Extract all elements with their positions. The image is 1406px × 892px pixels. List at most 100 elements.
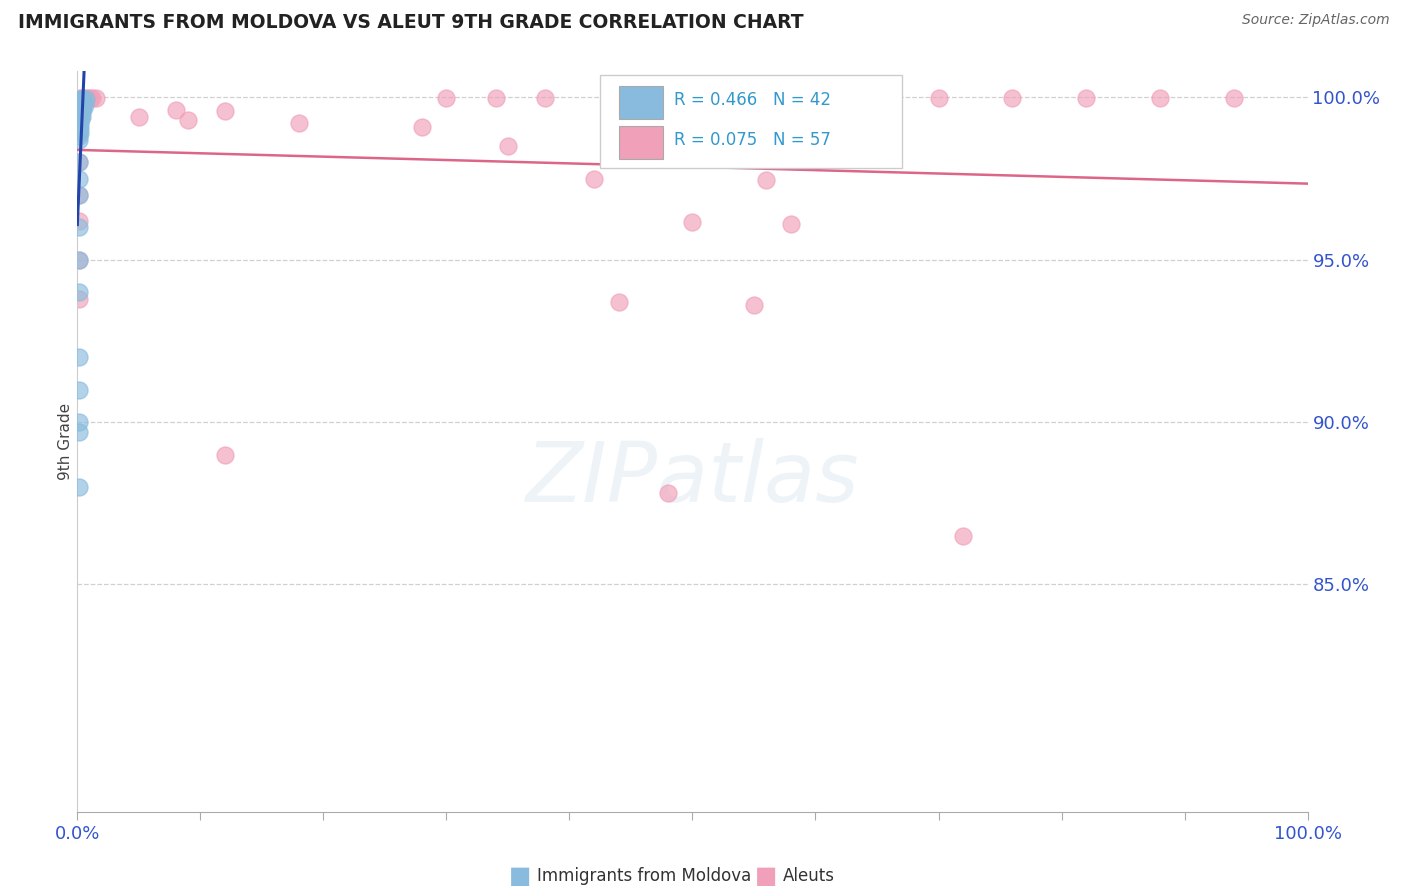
Point bbox=[583, 171, 606, 186]
Point bbox=[1223, 91, 1246, 105]
Point bbox=[755, 173, 778, 187]
Text: ■: ■ bbox=[509, 864, 531, 888]
Point bbox=[70, 102, 93, 116]
Point bbox=[67, 123, 90, 137]
Point bbox=[67, 252, 90, 267]
Point bbox=[67, 105, 90, 120]
Point bbox=[928, 91, 950, 105]
Point bbox=[69, 126, 91, 140]
Point bbox=[1076, 91, 1098, 105]
Point bbox=[288, 116, 311, 130]
Point bbox=[69, 121, 91, 136]
Point bbox=[70, 110, 93, 124]
Point bbox=[657, 91, 679, 105]
Point bbox=[67, 116, 90, 130]
Point bbox=[67, 425, 90, 439]
Point bbox=[742, 298, 765, 312]
Point bbox=[411, 120, 433, 134]
Point bbox=[952, 529, 974, 543]
Text: ■: ■ bbox=[755, 864, 778, 888]
Point bbox=[67, 383, 90, 397]
Point bbox=[879, 91, 901, 105]
Point bbox=[67, 213, 90, 227]
Point bbox=[72, 92, 94, 106]
Point bbox=[73, 98, 96, 112]
Point bbox=[67, 350, 90, 364]
Point bbox=[830, 91, 852, 105]
Point bbox=[1149, 91, 1171, 105]
Point bbox=[177, 113, 200, 128]
Point bbox=[214, 448, 236, 462]
Point bbox=[67, 124, 90, 138]
Point bbox=[128, 110, 150, 124]
Text: Immigrants from Moldova: Immigrants from Moldova bbox=[537, 867, 751, 885]
Point bbox=[70, 91, 93, 105]
Text: Aleuts: Aleuts bbox=[783, 867, 835, 885]
Point bbox=[657, 486, 679, 500]
Point bbox=[67, 155, 90, 169]
Text: IMMIGRANTS FROM MOLDOVA VS ALEUT 9TH GRADE CORRELATION CHART: IMMIGRANTS FROM MOLDOVA VS ALEUT 9TH GRA… bbox=[18, 13, 804, 32]
Point bbox=[67, 95, 90, 110]
Point bbox=[70, 96, 93, 111]
Point bbox=[67, 120, 90, 134]
Point bbox=[67, 220, 90, 235]
Point bbox=[70, 106, 93, 120]
Point bbox=[76, 91, 98, 105]
Point bbox=[165, 103, 187, 117]
FancyBboxPatch shape bbox=[619, 126, 664, 159]
Point bbox=[67, 187, 90, 202]
Point bbox=[67, 187, 90, 202]
Text: R = 0.075   N = 57: R = 0.075 N = 57 bbox=[673, 131, 831, 149]
Point bbox=[67, 480, 90, 494]
Point bbox=[214, 103, 236, 118]
Point bbox=[67, 129, 90, 144]
Point bbox=[67, 113, 90, 128]
Point bbox=[485, 91, 508, 105]
Point bbox=[534, 91, 557, 105]
Point bbox=[67, 107, 90, 121]
Point bbox=[67, 285, 90, 300]
Point bbox=[69, 113, 91, 128]
Point bbox=[70, 99, 93, 113]
Text: ZIPatlas: ZIPatlas bbox=[526, 438, 859, 519]
Point bbox=[67, 100, 90, 114]
Point bbox=[70, 111, 93, 125]
FancyBboxPatch shape bbox=[619, 86, 664, 119]
Point bbox=[67, 98, 90, 112]
Point bbox=[67, 252, 90, 267]
Point bbox=[496, 139, 519, 153]
Point bbox=[436, 91, 458, 105]
Point bbox=[69, 106, 91, 120]
FancyBboxPatch shape bbox=[600, 75, 901, 168]
Point bbox=[69, 92, 91, 106]
Point bbox=[69, 91, 91, 105]
Point bbox=[72, 103, 94, 118]
Point bbox=[73, 91, 96, 105]
Point bbox=[755, 91, 778, 105]
Point bbox=[69, 95, 91, 110]
Point bbox=[780, 217, 803, 231]
Point bbox=[706, 91, 728, 105]
Point bbox=[682, 215, 704, 229]
Y-axis label: 9th Grade: 9th Grade bbox=[58, 403, 73, 480]
Point bbox=[67, 108, 90, 122]
Point bbox=[69, 117, 91, 131]
Point bbox=[70, 98, 93, 112]
Point bbox=[1001, 91, 1024, 105]
Point bbox=[67, 415, 90, 429]
Point bbox=[82, 91, 104, 105]
Point bbox=[79, 91, 101, 105]
Text: R = 0.466   N = 42: R = 0.466 N = 42 bbox=[673, 91, 831, 109]
Point bbox=[67, 171, 90, 186]
Point bbox=[75, 92, 97, 106]
Point bbox=[70, 103, 93, 117]
Point bbox=[67, 112, 90, 126]
Point bbox=[607, 91, 630, 105]
Text: Source: ZipAtlas.com: Source: ZipAtlas.com bbox=[1241, 13, 1389, 28]
Point bbox=[67, 292, 90, 306]
Point bbox=[69, 109, 91, 123]
Point bbox=[607, 294, 630, 309]
Point bbox=[69, 101, 91, 115]
Point bbox=[67, 155, 90, 169]
Point bbox=[84, 91, 107, 105]
